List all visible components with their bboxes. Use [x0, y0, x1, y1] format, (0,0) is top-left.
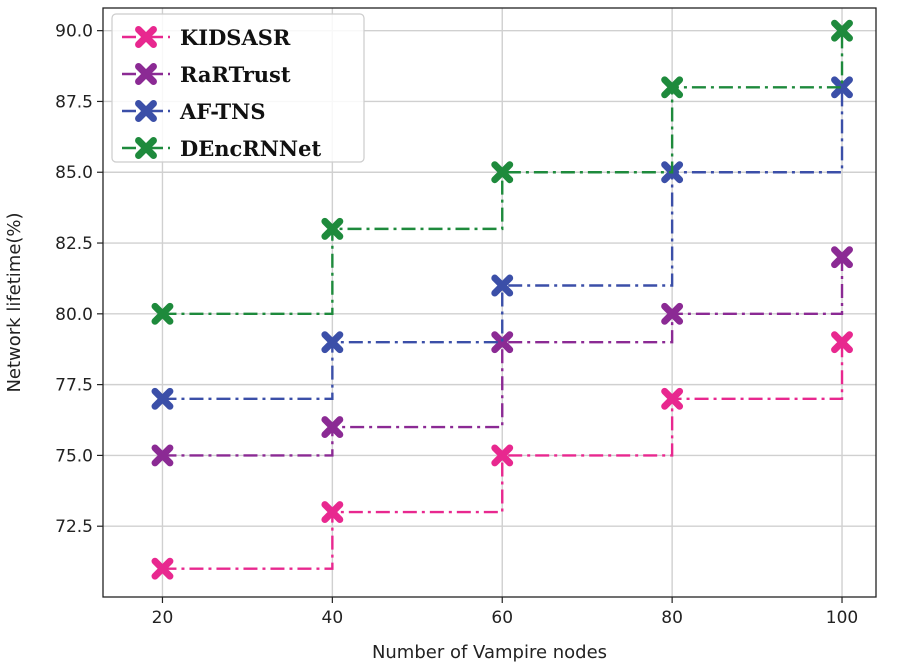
- legend-item: DEncRNNet: [122, 136, 321, 161]
- data-point: [491, 161, 514, 184]
- y-tick-label: 82.5: [55, 234, 93, 254]
- data-point: [661, 302, 684, 325]
- y-tick-label: 77.5: [55, 376, 93, 396]
- data-point: [151, 557, 174, 580]
- series-dencrnnet: [151, 19, 853, 325]
- legend: KIDSASR RaRTrust AF-TNS DEncRNNet: [111, 13, 365, 163]
- series-line: [162, 30, 844, 316]
- data-point: [831, 19, 853, 42]
- x-axis-label: Number of Vampire nodes: [372, 642, 607, 663]
- legend-label: KIDSASR: [180, 25, 291, 50]
- data-point: [151, 387, 174, 410]
- y-tick-label: 72.5: [55, 517, 93, 537]
- x-tick-label: 60: [491, 608, 513, 628]
- data-point: [321, 331, 344, 354]
- y-tick-label: 75.0: [55, 446, 93, 466]
- plot-frame: [102, 7, 877, 598]
- legend-item: RaRTrust: [122, 62, 291, 87]
- legend-label: DEncRNNet: [180, 136, 321, 161]
- data-point: [491, 444, 514, 467]
- x-tick-label: 80: [661, 608, 683, 628]
- series-rartrust: [151, 246, 853, 467]
- legend-marker: [135, 26, 157, 48]
- legend-box: [111, 13, 365, 163]
- y-axis-label: Network lifetime(%): [4, 212, 25, 392]
- y-tick-label: 90.0: [55, 22, 93, 42]
- series-area: [151, 19, 853, 580]
- data-point: [321, 217, 344, 240]
- legend-marker: [135, 137, 157, 159]
- data-point: [661, 387, 684, 410]
- data-point: [661, 76, 684, 99]
- ticks: 20 40 60 80 100 72.5 75.0 77.5 80.0 82.5 85.0 87.5 9…: [55, 22, 858, 628]
- data-point: [321, 416, 344, 439]
- series-kidsasr: [151, 331, 853, 580]
- x-tick-label: 20: [152, 608, 174, 628]
- legend-label: AF-TNS: [179, 99, 266, 124]
- legend-item: KIDSASR: [122, 25, 291, 50]
- legend-label: RaRTrust: [180, 62, 291, 87]
- data-point: [831, 331, 853, 354]
- data-point: [321, 501, 344, 523]
- data-point: [491, 331, 514, 354]
- data-point: [151, 444, 174, 467]
- y-tick-label: 87.5: [55, 92, 93, 112]
- data-point: [151, 302, 174, 325]
- legend-item: AF-TNS: [122, 99, 266, 124]
- data-point: [491, 274, 514, 297]
- data-point: [831, 246, 853, 269]
- y-tick-label: 85.0: [55, 163, 93, 183]
- legend-marker: [135, 100, 157, 122]
- x-tick-label: 40: [322, 608, 344, 628]
- x-tick-label: 100: [826, 608, 858, 628]
- legend-marker: [135, 63, 157, 85]
- data-point: [831, 76, 853, 99]
- series-af-tns: [151, 76, 853, 410]
- y-tick-label: 80.0: [55, 305, 93, 325]
